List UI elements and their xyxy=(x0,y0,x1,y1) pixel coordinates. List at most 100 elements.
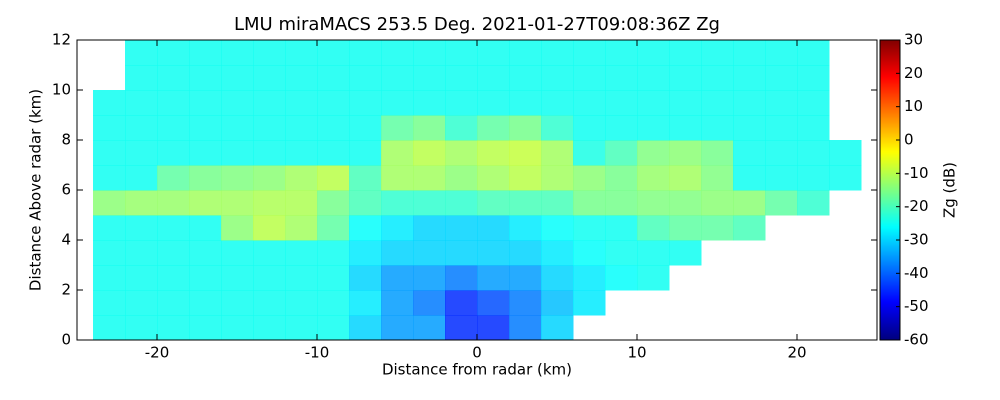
colorbar-step xyxy=(880,180,900,183)
heatmap-cell xyxy=(253,65,286,91)
colorbar-step xyxy=(880,182,900,185)
heatmap-cell xyxy=(189,140,222,166)
heatmap-cell xyxy=(189,165,222,191)
heatmap-cell xyxy=(637,240,670,266)
heatmap-cell xyxy=(317,315,350,341)
heatmap-cell xyxy=(605,240,638,266)
colorbar-step xyxy=(880,236,900,239)
colorbar-step xyxy=(880,136,900,139)
colorbar-step xyxy=(880,78,900,81)
heatmap-cell xyxy=(477,265,510,291)
heatmap-cell xyxy=(541,140,574,166)
heatmap-cell xyxy=(317,40,350,66)
heatmap-cell xyxy=(157,90,190,116)
heatmap-cell xyxy=(349,165,382,191)
heatmap-cell xyxy=(605,40,638,66)
x-tick-label: -10 xyxy=(305,344,330,362)
heatmap-cell xyxy=(445,40,478,66)
colorbar-step xyxy=(880,288,900,291)
heatmap-cell xyxy=(381,265,414,291)
colorbar-step xyxy=(880,84,900,87)
heatmap-cell xyxy=(381,190,414,216)
heatmap-cell xyxy=(221,215,254,241)
colorbar-step xyxy=(880,172,900,175)
heatmap-cell xyxy=(381,165,414,191)
colorbar-step xyxy=(880,190,900,193)
heatmap-cell xyxy=(189,90,222,116)
heatmap-cell xyxy=(605,140,638,166)
heatmap-cells xyxy=(93,40,862,341)
colorbar-step xyxy=(880,116,900,119)
colorbar-step xyxy=(880,238,900,241)
colorbar-step xyxy=(880,80,900,83)
heatmap-cell xyxy=(669,140,702,166)
colorbar-step xyxy=(880,292,900,295)
heatmap-cell xyxy=(541,90,574,116)
heatmap-cell xyxy=(413,265,446,291)
heatmap-cell xyxy=(573,290,606,316)
colorbar-step xyxy=(880,152,900,155)
colorbar-frame xyxy=(879,39,901,341)
colorbar-step xyxy=(880,48,900,51)
heatmap-cell xyxy=(221,315,254,341)
y-tick-label: 2 xyxy=(61,281,71,299)
heatmap-cell xyxy=(733,140,766,166)
heatmap-cell xyxy=(125,140,158,166)
heatmap-cell xyxy=(797,140,830,166)
heatmap-cell xyxy=(125,315,158,341)
heatmap-cell xyxy=(573,265,606,291)
heatmap-cell xyxy=(541,65,574,91)
heatmap-cell xyxy=(509,115,542,141)
heatmap-cell xyxy=(445,315,478,341)
colorbar-step xyxy=(880,222,900,225)
heatmap-cell xyxy=(157,165,190,191)
colorbar-step xyxy=(880,298,900,301)
colorbar-step xyxy=(880,46,900,49)
y-tick-label: 4 xyxy=(61,231,71,249)
heatmap-cell xyxy=(381,315,414,341)
colorbar-step xyxy=(880,274,900,277)
heatmap-cell xyxy=(285,290,318,316)
colorbar-step xyxy=(880,170,900,173)
colorbar-step xyxy=(880,42,900,45)
heatmap-cell xyxy=(477,65,510,91)
heatmap-cell xyxy=(509,90,542,116)
heatmap-cell xyxy=(573,215,606,241)
heatmap-cell xyxy=(221,190,254,216)
colorbar-step xyxy=(880,318,900,321)
colorbar-step xyxy=(880,194,900,197)
heatmap-cell xyxy=(605,115,638,141)
heatmap-cell xyxy=(285,215,318,241)
heatmap-cell xyxy=(477,240,510,266)
colorbar-tick-label: -40 xyxy=(904,264,929,282)
colorbar-step xyxy=(880,258,900,261)
colorbar-step xyxy=(880,98,900,101)
colorbar-step xyxy=(880,110,900,113)
heatmap-cell xyxy=(701,90,734,116)
colorbar-step xyxy=(880,106,900,109)
heatmap-cell xyxy=(669,40,702,66)
heatmap-cell xyxy=(797,65,830,91)
heatmap-cell xyxy=(221,115,254,141)
colorbar-step xyxy=(880,212,900,215)
heatmap-cell xyxy=(605,190,638,216)
heatmap-cell xyxy=(765,140,798,166)
heatmap-cell xyxy=(125,240,158,266)
heatmap-cell xyxy=(189,215,222,241)
heatmap-cell xyxy=(253,240,286,266)
heatmap-cell xyxy=(349,90,382,116)
heatmap-cell xyxy=(445,290,478,316)
colorbar-step xyxy=(880,178,900,181)
colorbar-step xyxy=(880,208,900,211)
colorbar-step xyxy=(880,148,900,151)
colorbar-step xyxy=(880,264,900,267)
colorbar-step xyxy=(880,114,900,117)
heatmap-cell xyxy=(445,65,478,91)
colorbar-step xyxy=(880,332,900,335)
heatmap-cell xyxy=(317,190,350,216)
colorbar-step xyxy=(880,184,900,187)
heatmap-cell xyxy=(285,315,318,341)
heatmap-cell xyxy=(605,165,638,191)
colorbar-step xyxy=(880,160,900,163)
heatmap-cell xyxy=(509,265,542,291)
